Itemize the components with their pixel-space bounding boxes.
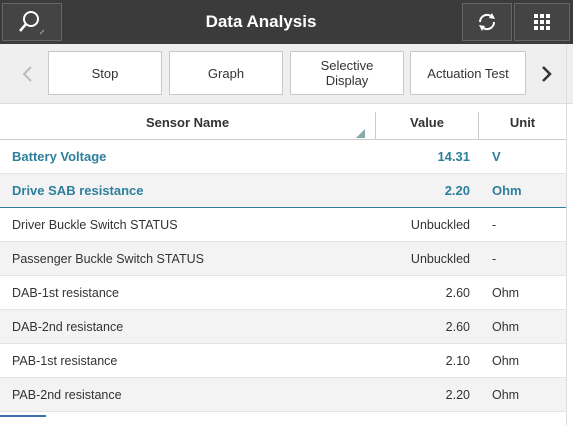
search-icon: [19, 11, 45, 35]
sensor-value: 14.31: [437, 149, 470, 164]
column-divider: [478, 112, 479, 140]
toolbar-button[interactable]: Selective Display: [290, 51, 404, 95]
toolbar-button[interactable]: Actuation Test: [410, 51, 526, 95]
sensor-name: Driver Buckle Switch STATUS: [12, 217, 178, 232]
sensor-value: 2.20: [444, 183, 470, 198]
table-row[interactable]: DAB-1st resistance 2.60 Ohm: [0, 276, 566, 310]
toolbar-button[interactable]: Stop: [48, 51, 162, 95]
sensor-unit: Ohm: [492, 285, 520, 300]
sensor-unit: -: [492, 251, 497, 266]
column-header: Value: [410, 115, 444, 130]
table-header: Sensor Name Value Unit: [0, 106, 566, 140]
sensor-unit: Ohm: [492, 319, 520, 334]
column-divider: [375, 112, 376, 140]
table-row[interactable]: Passenger Buckle Switch STATUS Unbuckled -: [0, 242, 566, 276]
sensor-unit: Ohm: [492, 183, 522, 198]
table-row[interactable]: Battery Voltage 14.31 V: [0, 140, 566, 174]
scroll-indicator: [0, 415, 46, 417]
refresh-icon: [478, 13, 496, 31]
sensor-value: 2.60: [445, 285, 470, 300]
column-header: Sensor Name: [145, 115, 230, 130]
sensor-value: 2.10: [445, 353, 470, 368]
toolbar-button[interactable]: Graph: [169, 51, 283, 95]
column-header: Unit: [509, 115, 536, 130]
sensor-value: Unbuckled: [410, 251, 470, 266]
refresh-button[interactable]: [462, 3, 512, 41]
sensor-unit: -: [492, 217, 497, 232]
right-border: [566, 44, 567, 425]
sensor-value: 2.60: [445, 319, 470, 334]
sensor-name: PAB-2nd resistance: [12, 387, 122, 402]
sensor-name: Drive SAB resistance: [12, 183, 144, 198]
sensor-name: DAB-2nd resistance: [12, 319, 124, 334]
table-row[interactable]: Drive SAB resistance 2.20 Ohm: [0, 174, 566, 208]
sensor-name: Battery Voltage: [12, 149, 107, 164]
sensor-name: DAB-1st resistance: [12, 285, 119, 300]
sensor-unit: Ohm: [492, 387, 520, 402]
table-row[interactable]: DAB-2nd resistance 2.60 Ohm: [0, 310, 566, 344]
sensor-name: PAB-1st resistance: [12, 353, 118, 368]
prev-arrow[interactable]: [18, 64, 38, 84]
menu-button[interactable]: [514, 3, 570, 41]
table-row[interactable]: PAB-2nd resistance 2.20 Ohm: [0, 378, 566, 412]
app-header: Data Analysis: [0, 0, 573, 44]
sensor-unit: Ohm: [492, 353, 520, 368]
sensor-value: 2.20: [445, 387, 470, 402]
sensor-unit: V: [492, 149, 501, 164]
grid-icon: [534, 14, 550, 30]
sensor-name: Passenger Buckle Switch STATUS: [12, 251, 204, 266]
screen-title: Data Analysis: [205, 12, 317, 31]
next-arrow[interactable]: [536, 64, 556, 84]
sort-indicator: [356, 129, 365, 138]
search-button[interactable]: [2, 3, 62, 41]
sensor-value: Unbuckled: [410, 217, 470, 232]
toolbar: Stop Graph Selective Display Actuation Test: [0, 44, 573, 104]
table-row[interactable]: Driver Buckle Switch STATUS Unbuckled -: [0, 208, 566, 242]
table-row[interactable]: PAB-1st resistance 2.10 Ohm: [0, 344, 566, 378]
